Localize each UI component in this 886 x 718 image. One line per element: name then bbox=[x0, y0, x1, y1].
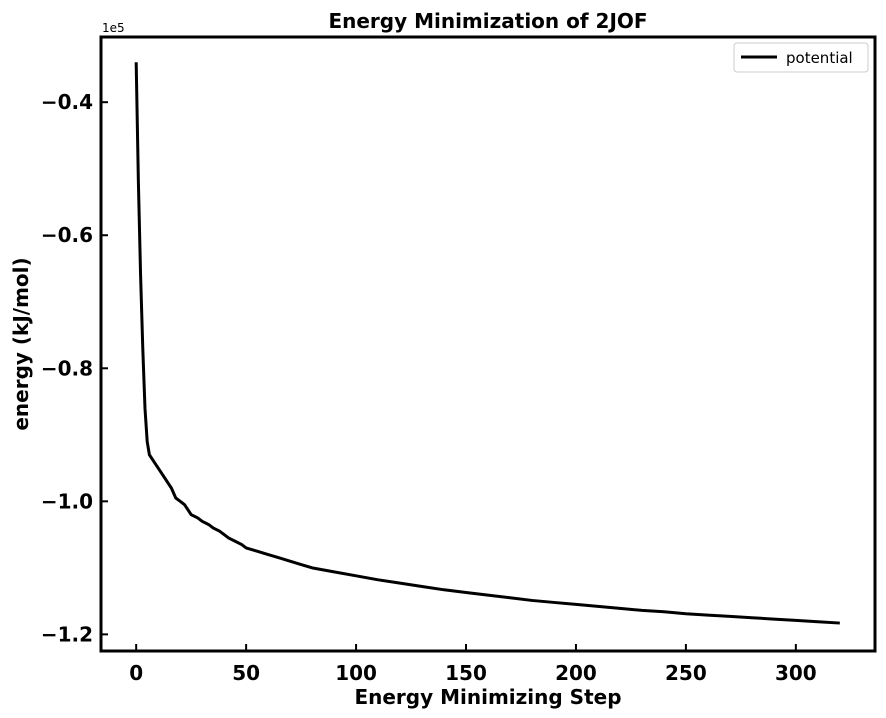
y-axis-label: energy (kJ/mol) bbox=[9, 257, 33, 430]
x-tick-label: 50 bbox=[232, 661, 260, 685]
plot-frame bbox=[99, 35, 877, 653]
y-offset-label: 1e5 bbox=[102, 21, 125, 35]
x-tick-label: 150 bbox=[445, 661, 487, 685]
x-tick-label: 200 bbox=[555, 661, 597, 685]
y-tick-label: −0.6 bbox=[41, 223, 93, 247]
y-tick-label: −1.0 bbox=[41, 489, 93, 513]
y-ticks: −0.4 −0.6 −0.8 −1.0 −1.2 bbox=[41, 90, 108, 646]
y-tick-label: −0.4 bbox=[41, 90, 93, 114]
x-tick-label: 250 bbox=[665, 661, 707, 685]
legend: potential bbox=[733, 42, 869, 73]
y-tick-label: −1.2 bbox=[41, 622, 93, 646]
x-tick-label: 100 bbox=[335, 661, 377, 685]
legend-label-potential: potential bbox=[786, 49, 853, 67]
chart-title: Energy Minimization of 2JOF bbox=[328, 9, 647, 33]
y-tick-label: −0.8 bbox=[41, 356, 93, 380]
potential-series-line bbox=[134, 62, 840, 625]
x-tick-label: 0 bbox=[129, 661, 143, 685]
legend-box bbox=[733, 42, 869, 73]
x-axis-label: Energy Minimizing Step bbox=[354, 685, 621, 709]
x-tick-label: 300 bbox=[775, 661, 817, 685]
